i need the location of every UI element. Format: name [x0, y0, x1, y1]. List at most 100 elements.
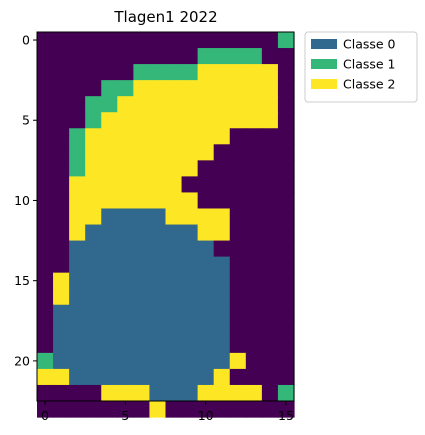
heatmap-cell	[277, 272, 295, 290]
y-axis: 0 5 10 15 20	[14, 33, 37, 368]
heatmap-cell	[117, 240, 134, 258]
heatmap-cell	[261, 288, 279, 306]
heatmap-cell	[133, 96, 151, 113]
heatmap-cell	[165, 224, 183, 242]
heatmap-cell	[101, 384, 118, 402]
heatmap-cell	[181, 192, 199, 210]
heatmap-cell	[133, 320, 151, 338]
heatmap-cell	[149, 32, 167, 49]
heatmap-cell	[149, 48, 167, 65]
heatmap-cell	[37, 240, 54, 258]
heatmap-cell	[181, 401, 199, 418]
heatmap-cell	[245, 320, 263, 338]
heatmap-cell	[245, 240, 263, 258]
heatmap-cell	[117, 208, 134, 226]
heatmap-cell	[261, 48, 279, 65]
heatmap-cell	[261, 208, 279, 226]
heatmap-cell	[117, 256, 134, 274]
heatmap-cell	[69, 160, 86, 177]
heatmap-cell	[213, 224, 231, 242]
heatmap-cell	[37, 304, 54, 322]
heatmap-cell	[133, 384, 151, 402]
heatmap-cell	[37, 384, 54, 402]
heatmap-cell	[229, 320, 247, 338]
heatmap-cell	[197, 336, 215, 354]
heatmap-cell	[53, 336, 70, 354]
heatmap-cell	[229, 176, 247, 194]
heatmap-cell	[213, 48, 231, 65]
heatmap-cell	[133, 352, 151, 370]
heatmap-cell	[197, 48, 215, 65]
heatmap-cell	[245, 304, 263, 322]
heatmap-cell	[261, 240, 279, 258]
heatmap-cell	[229, 64, 247, 81]
heatmap-cell	[229, 144, 247, 161]
heatmap-cell	[181, 80, 199, 97]
heatmap-cell	[69, 80, 86, 97]
heatmap-cell	[213, 240, 231, 258]
heatmap-cell	[101, 320, 118, 338]
heatmap-cell	[197, 288, 215, 306]
heatmap-cell	[229, 192, 247, 210]
heatmap-cell	[181, 384, 199, 402]
heatmap-cell	[69, 192, 86, 210]
heatmap-cell	[69, 336, 86, 354]
heatmap-cell	[181, 256, 199, 274]
heatmap-cell	[117, 112, 134, 129]
heatmap-cell	[101, 240, 118, 258]
heatmap-cell	[53, 112, 70, 129]
heatmap-cell	[229, 32, 247, 49]
heatmap-cell	[245, 336, 263, 354]
heatmap-cell	[197, 320, 215, 338]
heatmap-cell	[85, 368, 102, 386]
heatmap-cell	[117, 320, 134, 338]
heatmap-cell	[229, 224, 247, 242]
heatmap-cell	[261, 160, 279, 177]
heatmap-cell	[181, 32, 199, 49]
heatmap-cell	[117, 80, 134, 97]
heatmap-cell	[85, 320, 102, 338]
heatmap-cell	[229, 48, 247, 65]
heatmap-cell	[149, 128, 167, 145]
heatmap-cell	[229, 112, 247, 129]
heatmap-cell	[69, 352, 86, 370]
heatmap-cell	[277, 80, 295, 97]
heatmap-cell	[277, 240, 295, 258]
heatmap-cell	[165, 96, 183, 113]
heatmap-cell	[229, 208, 247, 226]
heatmap-cell	[277, 160, 295, 177]
heatmap-cell	[197, 96, 215, 113]
heatmap-cell	[85, 384, 102, 402]
heatmap-cell	[53, 96, 70, 113]
heatmap-cell	[197, 176, 215, 194]
heatmap-cell	[69, 176, 86, 194]
heatmap-cell	[229, 96, 247, 113]
heatmap-cell	[133, 272, 151, 290]
heatmap-cell	[165, 80, 183, 97]
heatmap-cell	[165, 401, 183, 418]
heatmap-cell	[37, 112, 54, 129]
heatmap-cell	[245, 401, 263, 418]
heatmap-cell	[245, 112, 263, 129]
heatmap-cell	[197, 368, 215, 386]
heatmap-cell	[165, 240, 183, 258]
heatmap-cell	[245, 128, 263, 145]
heatmap-cell	[69, 288, 86, 306]
heatmap-cell	[85, 256, 102, 274]
heatmap-cell	[261, 384, 279, 402]
heatmap-cell	[213, 64, 231, 81]
legend-label: Classe 1	[343, 57, 396, 72]
heatmap-cell	[245, 272, 263, 290]
heatmap-cell	[117, 32, 134, 49]
heatmap-cell	[133, 48, 151, 65]
plot-frame	[36, 31, 295, 402]
heatmap-cell	[37, 336, 54, 354]
heatmap-cell	[101, 352, 118, 370]
heatmap-cell	[101, 256, 118, 274]
heatmap-cell	[229, 336, 247, 354]
heatmap-cell	[149, 96, 167, 113]
heatmap-cell	[117, 401, 134, 418]
heatmap-cell	[181, 224, 199, 242]
heatmap-cell	[277, 352, 295, 370]
heatmap-cell	[213, 304, 231, 322]
